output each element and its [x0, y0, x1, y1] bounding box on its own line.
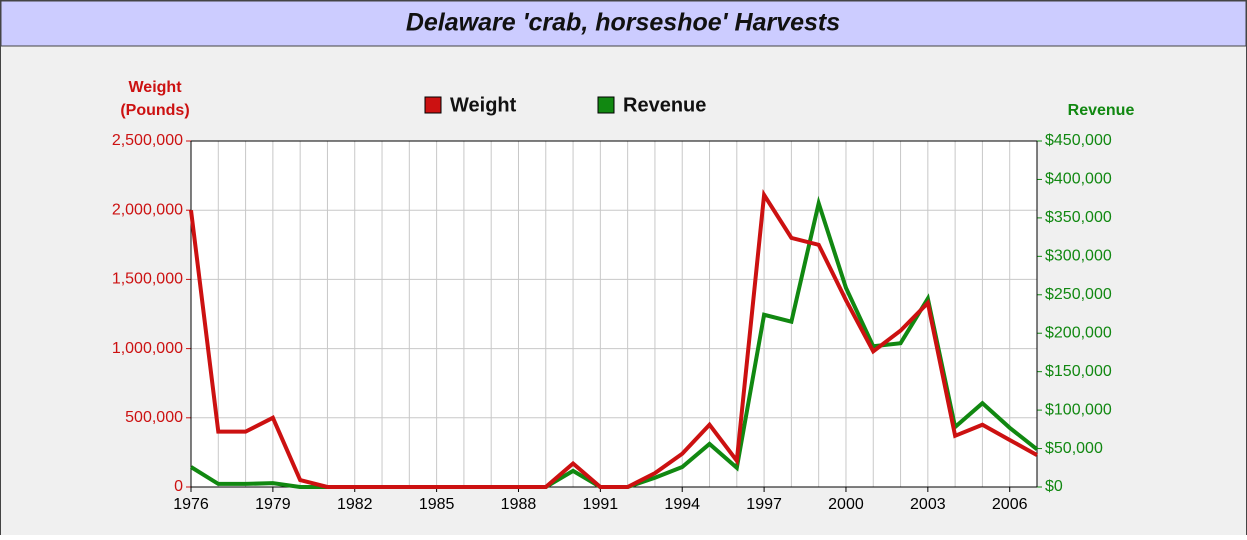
- y-tick-label: 0: [174, 478, 183, 495]
- y-tick-label: 1,500,000: [112, 271, 183, 288]
- x-tick-label: 1994: [664, 496, 700, 513]
- chart-title: Delaware 'crab, horseshoe' Harvests: [406, 9, 840, 37]
- x-tick-label: 1985: [419, 496, 455, 513]
- y2-tick-label: $200,000: [1045, 324, 1112, 341]
- x-tick-label: 1991: [583, 496, 619, 513]
- y2-axis-title: Revenue: [1068, 102, 1135, 119]
- y-tick-label: 2,500,000: [112, 132, 183, 149]
- y-axis-title: Weight (Pounds): [120, 79, 189, 119]
- x-tick-label: 1979: [255, 496, 291, 513]
- y2-tick-label: $450,000: [1045, 132, 1112, 149]
- x-tick-label: 1976: [173, 496, 209, 513]
- y-axis-title-line: Weight: [128, 79, 182, 96]
- y2-tick-label: $300,000: [1045, 248, 1112, 265]
- x-tick-label: 2006: [992, 496, 1028, 513]
- y2-tick-label: $50,000: [1045, 440, 1103, 457]
- plot-area: [191, 141, 1037, 487]
- y2-tick-label: $100,000: [1045, 401, 1112, 418]
- x-tick-label: 2000: [828, 496, 864, 513]
- x-tick-label: 1988: [501, 496, 537, 513]
- x-tick-label: 1997: [746, 496, 782, 513]
- title-band: [0, 0, 1247, 47]
- y2-tick-label: $150,000: [1045, 363, 1112, 380]
- y-tick-label: 2,000,000: [112, 201, 183, 218]
- x-tick-label: 2003: [910, 496, 946, 513]
- legend-label: Revenue: [623, 94, 706, 116]
- y-tick-label: 500,000: [125, 409, 183, 426]
- y2-tick-label: $250,000: [1045, 286, 1112, 303]
- y-tick-label: 1,000,000: [112, 340, 183, 357]
- y2-tick-label: $400,000: [1045, 171, 1112, 188]
- y2-tick-label: $0: [1045, 478, 1063, 495]
- legend-swatch: [597, 96, 615, 114]
- legend-label: Weight: [450, 94, 517, 116]
- y2-tick-label: $350,000: [1045, 209, 1112, 226]
- y-axis-title-line: (Pounds): [120, 102, 189, 119]
- series-line: [189, 189, 1038, 489]
- legend-swatch: [424, 96, 442, 114]
- x-tick-label: 1982: [337, 496, 373, 513]
